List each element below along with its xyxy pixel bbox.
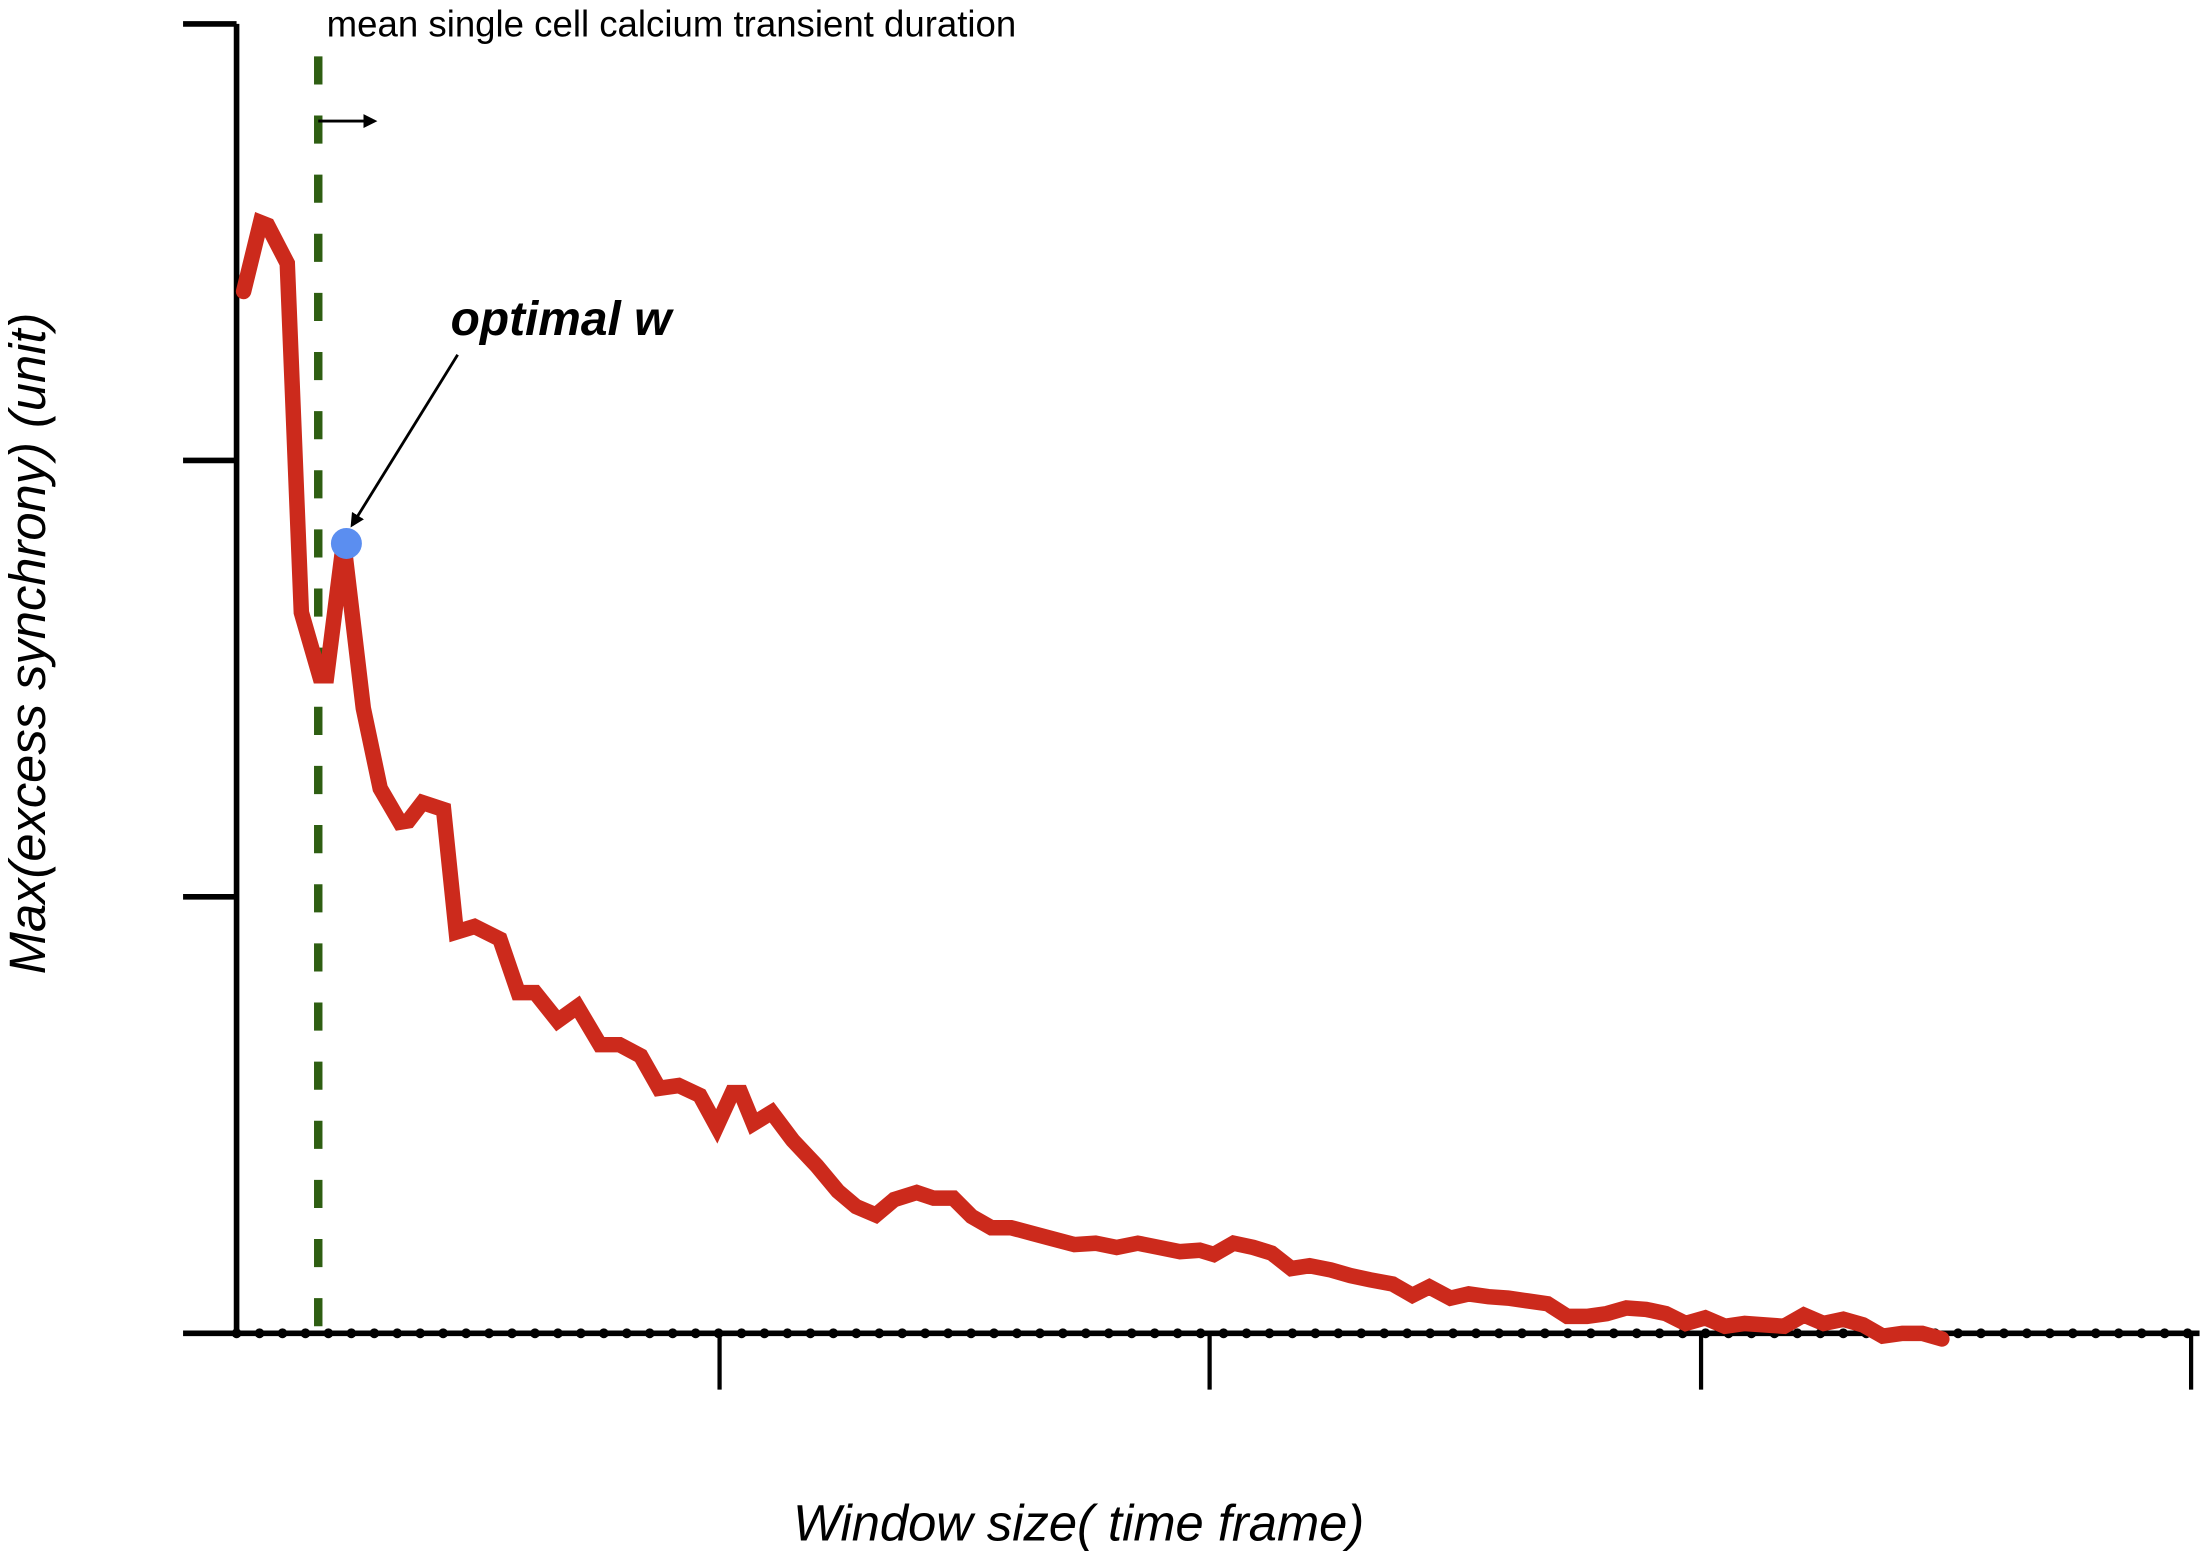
x-minor-dot (1172, 1328, 1183, 1339)
x-axis-label: Window size( time frame) (793, 1494, 1364, 1551)
x-minor-dot (2182, 1328, 2193, 1339)
x-minor-dot (598, 1328, 609, 1339)
x-minor-dot (507, 1328, 517, 1339)
x-minor-dot (1976, 1328, 1986, 1339)
synchrony-curve (235, 211, 1950, 1347)
x-minor-dot (1264, 1328, 1275, 1339)
x-minor-dot (1035, 1328, 1045, 1339)
x-minor-dot (484, 1328, 494, 1339)
optimal-point (330, 527, 362, 559)
x-minor-dot (2136, 1328, 2147, 1339)
x-minor-dot (920, 1328, 931, 1339)
x-minor-dot (713, 1328, 724, 1339)
x-minor-dot (644, 1328, 655, 1339)
x-minor-dot (690, 1328, 701, 1339)
x-minor-dot (1379, 1328, 1390, 1339)
x-minor-dot (1425, 1328, 1436, 1339)
x-axis (183, 1328, 2200, 1390)
optimal-arrow-icon (350, 354, 459, 528)
x-minor-dot (782, 1328, 793, 1339)
x-minor-dot (2159, 1328, 2170, 1339)
x-minor-dot (323, 1328, 334, 1339)
x-minor-dot (2067, 1328, 2078, 1339)
x-minor-dot (1012, 1328, 1022, 1339)
x-minor-dot (415, 1328, 426, 1339)
x-minor-dot (346, 1328, 357, 1339)
x-minor-dot (1631, 1328, 1642, 1339)
x-minor-dot (1057, 1328, 1068, 1339)
x-minor-dot (1494, 1328, 1504, 1339)
x-minor-dot (1585, 1328, 1596, 1339)
x-minor-dot (1126, 1328, 1137, 1339)
x-minor-dot (1149, 1328, 1160, 1339)
x-minor-dot (1310, 1328, 1321, 1339)
x-minor-dot (438, 1328, 449, 1339)
x-minor-dot (621, 1328, 632, 1339)
x-minor-dot (943, 1328, 954, 1339)
x-minor-dot (759, 1328, 770, 1339)
x-minor-dot (897, 1328, 908, 1339)
x-minor-dot (1838, 1328, 1849, 1339)
y-axis (183, 21, 240, 1334)
x-minor-dot (1471, 1328, 1481, 1339)
x-minor-dot (736, 1328, 747, 1339)
x-minor-dot (1218, 1328, 1229, 1339)
x-minor-dot (1700, 1328, 1711, 1339)
x-minor-dot (966, 1328, 976, 1339)
x-minor-dot (552, 1328, 563, 1339)
x-minor-dot (667, 1328, 678, 1339)
x-minor-dot (1608, 1328, 1619, 1339)
x-minor-dot (989, 1328, 999, 1339)
x-minor-dot (1333, 1328, 1344, 1339)
x-minor-dot (1402, 1328, 1413, 1339)
y-axis-label: Max(excess synchrony) (unit) (0, 313, 56, 975)
x-minor-dot (1080, 1328, 1091, 1339)
x-minor-dot (1195, 1328, 1206, 1339)
x-minor-dot (1103, 1328, 1114, 1339)
x-minor-dot (1999, 1328, 2009, 1339)
x-minor-dot (1448, 1328, 1459, 1339)
optimal-label: optimal w (451, 293, 674, 346)
x-minor-dot (1792, 1328, 1803, 1339)
x-minor-dot (392, 1328, 403, 1339)
x-minor-dot (1287, 1328, 1298, 1339)
x-minor-dot (805, 1328, 816, 1339)
x-minor-dot (2021, 1328, 2032, 1339)
x-minor-dot (2090, 1328, 2101, 1339)
x-minor-dot (851, 1328, 862, 1339)
x-minor-dot (1241, 1328, 1252, 1339)
x-minor-dot (1562, 1328, 1573, 1339)
x-minor-dot (300, 1328, 311, 1339)
x-minor-dot (2113, 1328, 2124, 1339)
x-minor-dot (1953, 1328, 1963, 1339)
transient-duration-label: mean single cell calcium transient durat… (327, 4, 1017, 45)
x-minor-dot (461, 1328, 472, 1339)
x-minor-dot (369, 1328, 380, 1339)
x-minor-dot (277, 1328, 288, 1339)
x-minor-dot (828, 1328, 839, 1339)
x-minor-dot (1356, 1328, 1367, 1339)
x-minor-dot (575, 1328, 586, 1339)
x-minor-dot (2044, 1328, 2055, 1339)
x-minor-dot (231, 1328, 242, 1339)
x-minor-dot (254, 1328, 265, 1339)
x-minor-dot (530, 1328, 540, 1339)
x-minor-dot (874, 1328, 885, 1339)
x-minor-dot (1539, 1328, 1550, 1339)
x-minor-dot (1654, 1328, 1665, 1339)
x-minor-dot (1517, 1328, 1527, 1339)
